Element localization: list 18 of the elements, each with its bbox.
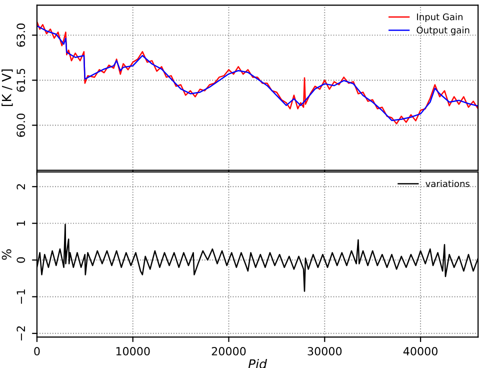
- legend-label: Input Gain: [417, 13, 462, 22]
- y-tick-label: 61.5: [16, 68, 26, 92]
- y-axis-title: [K / V]: [2, 69, 13, 106]
- y-axis-title: %: [2, 249, 12, 260]
- y-tick-label: 0: [16, 257, 26, 263]
- x-tick-label: 30000: [308, 347, 342, 356]
- y-tick-label: 63.0: [16, 24, 26, 47]
- x-tick-label: 0: [34, 347, 40, 356]
- y-tick-label: 1: [16, 220, 25, 226]
- x-tick-label: 10000: [116, 347, 150, 356]
- x-tick-label: 40000: [403, 347, 438, 356]
- legend-label: Output gain: [416, 26, 470, 36]
- y-tick-label: 60.0: [16, 114, 26, 137]
- y-tick-label: −2: [16, 326, 25, 340]
- legend-label: variations: [426, 180, 470, 188]
- x-tick-label: 20000: [212, 347, 246, 356]
- y-tick-label: −1: [16, 290, 25, 304]
- y-tick-label: 2: [16, 184, 25, 190]
